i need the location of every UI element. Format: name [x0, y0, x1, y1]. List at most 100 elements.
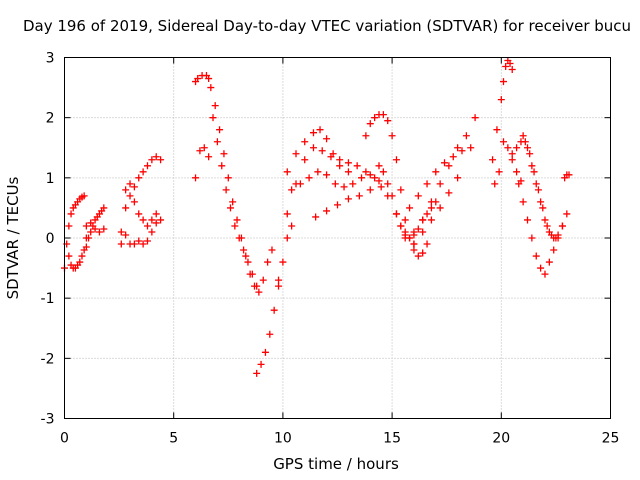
- data-point: [410, 246, 418, 254]
- data-point: [135, 210, 143, 218]
- data-point: [506, 60, 514, 68]
- data-point: [530, 168, 538, 176]
- data-point: [513, 144, 521, 152]
- data-point: [375, 177, 383, 185]
- data-point: [255, 288, 263, 296]
- data-point: [401, 216, 409, 224]
- data-point: [371, 114, 379, 122]
- data-point: [261, 348, 269, 356]
- data-point: [130, 198, 138, 206]
- x-axis-label: GPS time / hours: [273, 455, 399, 473]
- series-arc-w: [508, 138, 560, 242]
- data-point: [423, 210, 431, 218]
- data-point: [148, 156, 156, 164]
- data-point: [309, 144, 317, 152]
- data-point: [91, 225, 99, 233]
- data-point: [122, 231, 130, 239]
- data-point: [95, 228, 103, 236]
- data-point: [279, 258, 287, 266]
- series-arc-m: [283, 126, 352, 176]
- data-point: [454, 174, 462, 182]
- data-point: [491, 180, 499, 188]
- series-arc-b: [65, 234, 90, 272]
- plot-frame: [64, 57, 611, 419]
- data-point: [519, 198, 527, 206]
- data-point: [344, 159, 352, 167]
- data-point: [157, 156, 165, 164]
- data-point: [275, 276, 283, 284]
- series-arc-o: [312, 183, 385, 221]
- data-point: [148, 228, 156, 236]
- data-point: [100, 204, 108, 212]
- data-point: [371, 174, 379, 182]
- data-point: [565, 171, 573, 179]
- data-point: [143, 222, 151, 230]
- data-point: [528, 162, 536, 170]
- data-point: [563, 210, 571, 218]
- data-point: [67, 210, 75, 218]
- data-point: [541, 216, 549, 224]
- data-point: [397, 186, 405, 194]
- series-arc-z: [561, 171, 573, 182]
- data-point: [462, 132, 470, 140]
- data-point: [336, 156, 344, 164]
- series-arc-k: [253, 222, 296, 377]
- data-point: [528, 234, 536, 242]
- data-point: [397, 222, 405, 230]
- data-point: [117, 240, 125, 248]
- data-point: [336, 162, 344, 170]
- data-point: [226, 204, 234, 212]
- series-arc-x: [515, 180, 566, 278]
- data-point: [85, 234, 93, 242]
- data-point: [532, 180, 540, 188]
- data-point: [122, 204, 130, 212]
- data-point: [268, 246, 276, 254]
- data-point: [392, 210, 400, 218]
- series-arc-v: [491, 138, 525, 188]
- data-point: [432, 168, 440, 176]
- data-point: [515, 180, 523, 188]
- data-point: [80, 192, 88, 200]
- data-point: [414, 225, 422, 233]
- data-point: [436, 204, 444, 212]
- data-point: [316, 126, 324, 134]
- data-point: [334, 201, 341, 209]
- data-point: [493, 126, 501, 134]
- data-point: [419, 228, 427, 236]
- data-point: [524, 216, 532, 224]
- data-point: [283, 234, 291, 242]
- data-point: [205, 153, 213, 161]
- series-arc-e: [117, 153, 165, 248]
- data-point: [253, 282, 261, 290]
- data-point: [312, 213, 320, 221]
- data-point: [537, 198, 545, 206]
- data-point: [331, 180, 339, 188]
- data-point: [423, 180, 431, 188]
- data-point: [143, 162, 151, 170]
- data-point: [388, 192, 396, 200]
- data-point: [388, 132, 396, 140]
- data-point: [349, 180, 357, 188]
- data-point: [143, 237, 151, 245]
- data-point: [314, 168, 322, 176]
- series-arc-g: [122, 180, 160, 230]
- x-tick-label: 25: [602, 431, 620, 447]
- data-point: [554, 231, 562, 239]
- data-point: [419, 216, 427, 224]
- data-point: [414, 192, 422, 200]
- data-point: [122, 186, 130, 194]
- data-point: [423, 240, 431, 248]
- data-point: [253, 369, 261, 377]
- data-point: [384, 180, 392, 188]
- data-point: [231, 222, 239, 230]
- data-point: [471, 114, 479, 122]
- data-point: [148, 216, 156, 224]
- data-point: [301, 156, 309, 164]
- data-point: [358, 174, 366, 182]
- data-point: [126, 180, 134, 188]
- data-point: [76, 258, 84, 266]
- data-point: [82, 222, 90, 230]
- data-point: [384, 117, 392, 125]
- data-point: [139, 240, 147, 248]
